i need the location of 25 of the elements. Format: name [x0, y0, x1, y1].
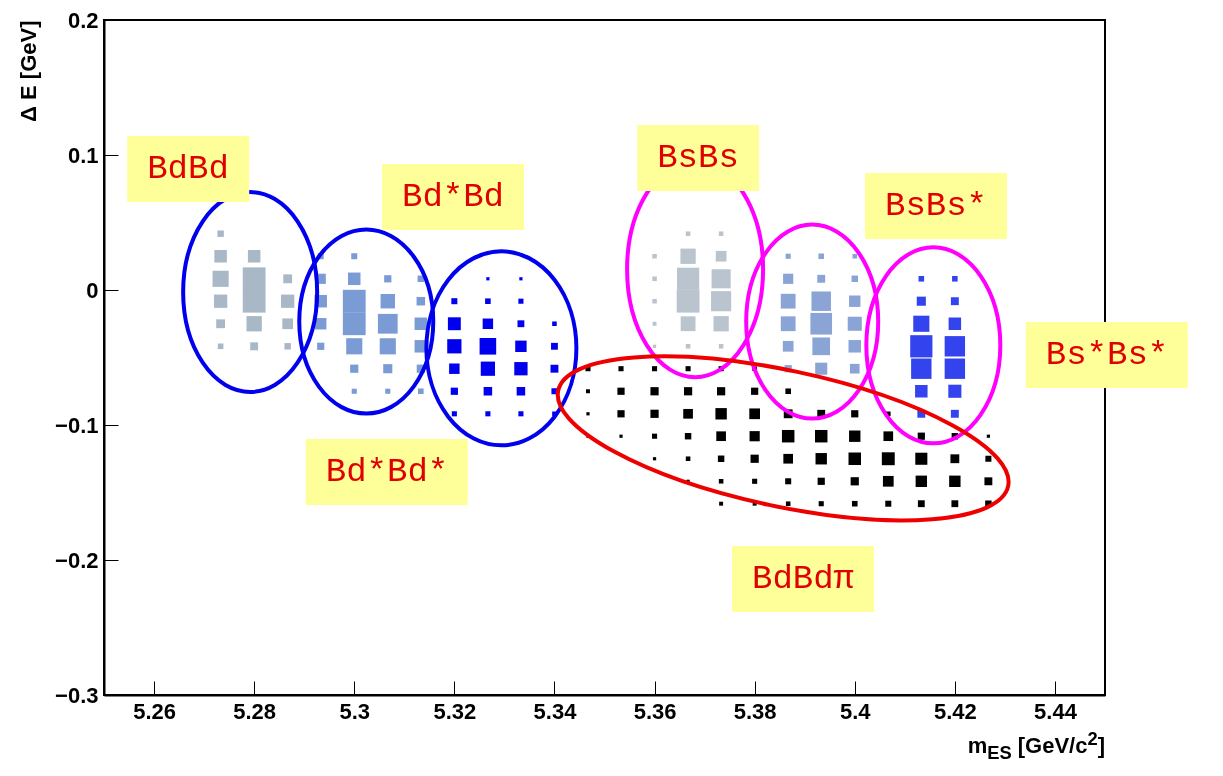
- y-tick-label: 0.1: [67, 142, 99, 168]
- x-tick-label: 5.36: [633, 698, 677, 724]
- x-tick-label: 5.42: [933, 698, 977, 724]
- annotation: Bd*Bd*: [305, 439, 469, 505]
- x-tick-label: 5.28: [233, 698, 277, 724]
- y-tick-label: −0.2: [55, 547, 99, 573]
- annotation: Bd*Bd: [381, 164, 525, 230]
- x-tick-label: 5.26: [133, 698, 176, 724]
- annotation: BsBs*: [864, 173, 1008, 239]
- annotation: BdBdπ: [731, 546, 875, 612]
- x-tick-label: 5.32: [433, 698, 477, 724]
- x-tick-label: 5.4: [839, 698, 872, 724]
- y-tick-label: −0.1: [55, 412, 99, 438]
- y-tick-label: 0.2: [67, 7, 99, 33]
- annotation: BsBs: [637, 125, 759, 191]
- annotation: Bs*Bs*: [1025, 322, 1189, 388]
- x-tick-label: 5.38: [733, 698, 777, 724]
- y-axis-title: Δ E [GeV]: [16, 20, 42, 122]
- y-tick-label: −0.3: [55, 682, 99, 708]
- x-tick-label: 5.34: [533, 698, 578, 724]
- x-tick-label: 5.3: [339, 698, 371, 724]
- x-axis-title: m$_{ES}$ [GeV/c$^{2}$]: [967, 728, 1105, 764]
- annotation: BdBd: [127, 136, 249, 202]
- y-tick-label: 0: [86, 277, 99, 303]
- x-tick-label: 5.44: [1034, 698, 1078, 724]
